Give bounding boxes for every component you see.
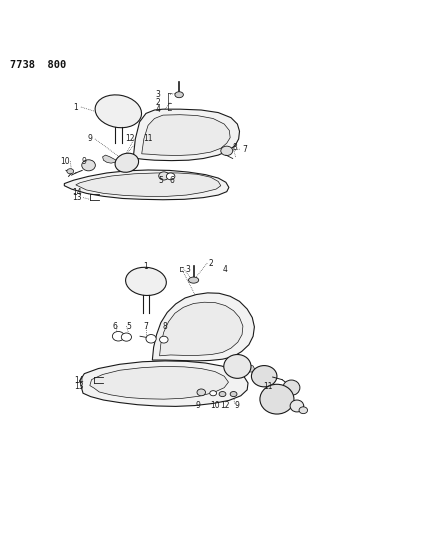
Ellipse shape [221,146,233,156]
Text: 13: 13 [74,382,83,391]
Polygon shape [152,293,254,361]
Text: 11: 11 [143,134,153,143]
Ellipse shape [82,160,95,171]
Text: 9: 9 [196,401,200,410]
Text: 2: 2 [155,98,160,107]
Polygon shape [133,109,240,160]
Ellipse shape [67,169,74,174]
Text: 3: 3 [155,90,160,99]
Text: 14: 14 [74,376,83,385]
Text: 12: 12 [220,401,230,410]
Text: 14: 14 [72,188,82,197]
Text: 7738  800: 7738 800 [10,60,66,70]
Ellipse shape [283,380,300,395]
Text: 9: 9 [87,134,92,143]
Text: 11: 11 [263,382,272,391]
Text: 6: 6 [169,176,174,184]
Ellipse shape [175,92,183,98]
Text: 5: 5 [158,176,163,184]
Polygon shape [241,364,255,372]
Ellipse shape [115,153,139,172]
Text: 2: 2 [208,259,213,268]
Ellipse shape [299,407,308,414]
Ellipse shape [210,391,217,396]
Text: 9: 9 [82,157,87,166]
Text: 9: 9 [235,401,239,410]
Text: 10: 10 [210,401,220,410]
Text: 7: 7 [143,321,149,330]
Ellipse shape [290,400,304,412]
Text: 10: 10 [60,157,70,166]
Ellipse shape [121,333,131,341]
Polygon shape [76,173,221,196]
Ellipse shape [166,173,175,180]
Text: 8: 8 [162,321,167,330]
Text: 4: 4 [222,264,227,273]
Ellipse shape [113,332,124,341]
Ellipse shape [159,172,169,180]
Polygon shape [160,302,243,356]
Ellipse shape [160,336,168,343]
Polygon shape [103,155,116,163]
Ellipse shape [260,384,294,414]
Text: 1: 1 [74,102,78,111]
Ellipse shape [219,392,226,397]
Ellipse shape [95,95,142,128]
Text: 8: 8 [232,143,237,152]
Text: 7: 7 [242,144,247,154]
Text: 13: 13 [72,193,82,202]
Ellipse shape [230,392,237,397]
Ellipse shape [251,366,277,387]
Text: 3: 3 [185,264,190,273]
Ellipse shape [146,335,156,343]
Text: 12: 12 [125,134,134,143]
Text: 5: 5 [127,321,131,330]
Polygon shape [80,361,248,406]
Ellipse shape [125,267,166,295]
Polygon shape [90,366,229,399]
Ellipse shape [224,354,251,378]
Text: 1: 1 [143,262,148,271]
Polygon shape [142,115,230,156]
Polygon shape [64,170,229,200]
Ellipse shape [188,277,199,283]
Ellipse shape [197,389,205,396]
Text: 4: 4 [155,104,160,114]
Text: 6: 6 [112,321,117,330]
